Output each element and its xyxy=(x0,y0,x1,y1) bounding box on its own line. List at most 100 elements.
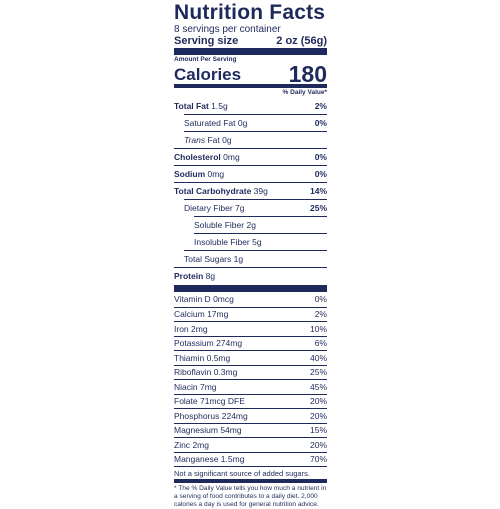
vitamin-row: Vitamin D 0mcg 0% xyxy=(174,292,327,307)
vitamin-row: Calcium 17mg 2% xyxy=(174,306,327,322)
vitamin-row: Folate 71mcg DFE 20% xyxy=(174,393,327,409)
vitamin-row: Potassium 274mg 6% xyxy=(174,335,327,351)
vitamin-amount: 0mcg xyxy=(213,294,234,305)
vitamin-row: Magnesium 54mg 15% xyxy=(174,422,327,438)
added-sugars-note: Not a significant source of added sugars… xyxy=(174,469,310,478)
vitamin-name: Zinc xyxy=(174,439,191,450)
vitamin-row: Manganese 1.5mg 70% xyxy=(174,451,327,467)
nutrient-dv: 14% xyxy=(309,186,327,196)
serving-size-row: Serving size 2 oz (56g) xyxy=(174,35,327,47)
nutrient-row-cholesterol: Cholesterol 0mg 0% xyxy=(174,148,327,165)
vitamin-name: Potassium xyxy=(174,338,214,349)
vitamin-amount: 1.5mg xyxy=(220,454,245,465)
nutrient-row-total-sugars: Total Sugars 1g xyxy=(184,250,327,267)
nutrient-name: Soluble Fiber xyxy=(194,220,245,230)
vitamin-dv: 70% xyxy=(309,454,327,465)
calories-label: Calories xyxy=(174,65,242,84)
vitamin-row: Niacin 7mg 45% xyxy=(174,379,327,394)
daily-value-footnote: * The % Daily Value tells you how much a… xyxy=(174,485,327,508)
vitamin-name: Niacin xyxy=(174,381,198,392)
nutrient-amount: 0g xyxy=(222,135,232,145)
vitamin-dv: 25% xyxy=(309,367,327,378)
vitamin-amount: 17mg xyxy=(207,309,229,320)
vitamin-dv: 20% xyxy=(309,410,327,421)
vitamin-dv: 20% xyxy=(309,439,327,450)
vitamin-name: Thiamin xyxy=(174,352,205,363)
vitamin-amount: 7mg xyxy=(200,381,217,392)
nutrient-row-saturated-fat: Saturated Fat 0g 0% xyxy=(184,114,327,131)
thin-divider xyxy=(174,466,327,467)
thick-divider-vitamins xyxy=(174,285,327,292)
vitamin-name: Phosphorus xyxy=(174,410,220,421)
nutrient-name: Sodium xyxy=(174,169,206,179)
vitamin-dv: 40% xyxy=(309,352,327,363)
vitamin-amount: 71mcg DFE xyxy=(200,396,245,407)
servings-per-container: 8 servings per container xyxy=(174,24,281,35)
vitamin-row: Thiamin 0.5mg 40% xyxy=(174,350,327,365)
nutrient-row-sodium: Sodium 0mg 0% xyxy=(174,165,327,182)
nutrient-row-trans-fat: Trans Fat 0g xyxy=(184,131,327,148)
nutrient-amount: 7g xyxy=(235,203,245,213)
nutrient-name-italic: Trans xyxy=(184,135,206,145)
nutrient-dv: 25% xyxy=(309,203,327,213)
vitamin-dv: 20% xyxy=(309,396,327,407)
nutrient-dv: 0% xyxy=(314,152,327,162)
serving-size-value: 2 oz (56g) xyxy=(276,35,327,47)
vitamin-amount: 224mg xyxy=(221,410,248,421)
nutrient-amount: 8g xyxy=(205,271,216,281)
vitamin-name: Manganese xyxy=(174,454,219,465)
vitamin-amount: 0.5mg xyxy=(206,352,231,363)
vitamin-amount: 2mg xyxy=(192,439,209,450)
nutrient-row-soluble-fiber: Soluble Fiber 2g xyxy=(194,216,327,233)
nutrient-name-suffix: Fat xyxy=(205,135,220,145)
nutrient-dv: 0% xyxy=(314,118,327,128)
daily-value-header: % Daily Value* xyxy=(282,89,327,96)
nutrient-dv: 2% xyxy=(314,100,327,111)
medium-divider-footnote xyxy=(174,479,327,483)
vitamin-name: Folate xyxy=(174,396,198,407)
nutrient-name: Total Carbohydrate xyxy=(174,186,252,196)
nutrient-name: Total Sugars xyxy=(184,254,232,264)
nutrient-name: Protein xyxy=(174,271,204,281)
nutrient-amount: 0mg xyxy=(207,169,225,179)
nutrient-name: Dietary Fiber xyxy=(184,203,233,213)
vitamin-name: Calcium xyxy=(174,309,205,320)
vitamin-dv: 6% xyxy=(314,338,327,349)
vitamin-dv: 2% xyxy=(314,309,327,320)
vitamin-dv: 15% xyxy=(309,425,327,436)
nutrition-label: Nutrition Facts 8 servings per container… xyxy=(170,0,330,508)
medium-divider xyxy=(174,84,327,88)
nutrient-amount: 5g xyxy=(252,237,262,247)
nutrient-row-total-fat: Total Fat 1.5g 2% xyxy=(174,97,327,114)
vitamin-name: Riboflavin xyxy=(174,367,212,378)
vitamin-amount: 54mg xyxy=(220,425,242,436)
nutrient-name: Saturated Fat xyxy=(184,118,236,128)
vitamin-amount: 0.3mg xyxy=(213,367,238,378)
calories-value: 180 xyxy=(288,61,327,87)
vitamin-row: Riboflavin 0.3mg 25% xyxy=(174,364,327,380)
nutrient-amount: 0g xyxy=(237,118,248,128)
nutrient-row-total-carbohydrate: Total Carbohydrate 39g 14% xyxy=(174,182,327,199)
nutrient-amount: 39g xyxy=(253,186,268,196)
nutrient-amount: 1g xyxy=(233,254,244,264)
serving-size-label: Serving size xyxy=(174,35,239,47)
vitamin-row: Zinc 2mg 20% xyxy=(174,437,327,452)
vitamin-row: Iron 2mg 10% xyxy=(174,321,327,336)
calories-row: Calories 180 xyxy=(174,61,327,87)
amount-per-serving: Amount Per Serving xyxy=(174,56,237,63)
vitamin-row: Phosphorus 224mg 20% xyxy=(174,408,327,423)
vitamin-name: Vitamin D xyxy=(174,294,211,305)
vitamin-amount: 274mg xyxy=(216,338,243,349)
vitamin-dv: 10% xyxy=(309,323,327,334)
nutrient-amount: 2g xyxy=(246,220,256,230)
nutrient-dv: 0% xyxy=(314,169,327,179)
vitamin-dv: 0% xyxy=(314,294,327,305)
nutrient-row-insoluble-fiber: Insoluble Fiber 5g xyxy=(194,233,327,250)
thick-divider xyxy=(174,48,327,55)
nutrient-name: Total Fat xyxy=(174,100,209,111)
vitamin-mineral-list: Vitamin D 0mcg 0% Calcium 17mg 2% Iron 2mg 10… xyxy=(174,292,327,466)
vitamin-name: Iron xyxy=(174,323,189,334)
nutrient-name: Cholesterol xyxy=(174,152,221,162)
nutrient-row-protein: Protein 8g xyxy=(174,267,327,284)
nutrient-amount: 0mg xyxy=(223,152,240,162)
